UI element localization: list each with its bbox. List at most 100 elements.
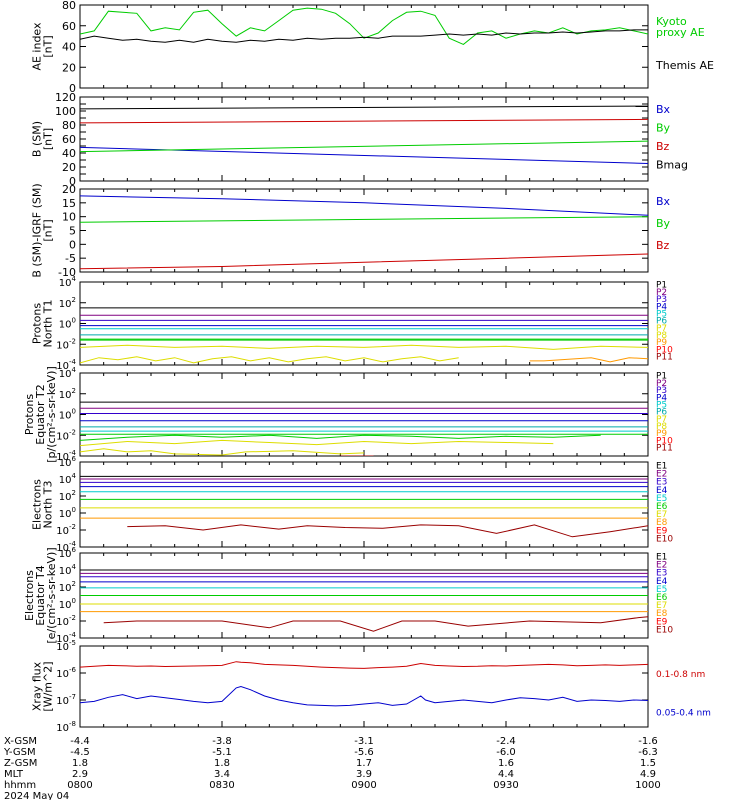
y-tick-label: 102 [59,580,76,594]
y-tick-label: 104 [59,275,77,289]
series-line-p10 [80,356,459,364]
legend-label: E2 [656,561,667,571]
ephemeris-value: 4.4 [498,769,514,780]
legend-label: E3 [656,478,667,488]
y-tick-label: 102 [59,296,76,310]
legend-label: E10 [656,625,673,635]
series-line-p8 [80,434,601,441]
ephemeris-value: -4.4 [70,736,90,747]
legend-label: E5 [656,585,667,595]
y-axis-label: [nT] [42,35,55,57]
y-tick-label: 10-2 [56,428,76,442]
y-tick-label: 106 [59,455,77,469]
ephemeris-value: 3.9 [356,769,372,780]
series-line-0-1-0-8-nm [80,661,648,669]
y-tick-label: 0 [69,175,76,188]
y-tick-label: 100 [59,597,76,611]
legend-label: P6 [656,317,667,327]
legend-label: Bz [656,239,670,252]
series-line-bz [80,253,648,270]
ephemeris-value: -6.0 [496,747,516,758]
y-tick-label: 60 [62,20,76,33]
legend-label: P3 [656,295,667,305]
y-tick-label: 0 [69,238,76,251]
ephemeris-value: -1.6 [638,736,658,747]
legend-label: P10 [656,436,673,446]
y-tick-label: 0 [69,82,76,95]
y-axis-label: Electrons [31,479,44,530]
y-tick-label: 20 [62,183,76,196]
y-axis-label: Protons [23,394,36,435]
panel-frame [79,188,649,273]
y-axis-label: [p/(cm²-s-sr-keV)] [45,366,58,463]
series-line-kyoto-proxy-ae [80,7,648,45]
y-tick-label: 10-8 [56,720,76,734]
legend-label: E5 [656,494,667,504]
y-tick-label: 102 [59,387,76,401]
legend-label: P1 [656,281,667,291]
y-tick-label: 104 [59,563,77,577]
y-tick-label: 40 [62,41,76,54]
legend-label: By [656,122,671,135]
legend-label: P7 [656,324,667,334]
y-axis-label: B (SM) [31,121,44,157]
series-line-e9 [103,616,648,632]
ephemeris-value: -4.5 [70,747,90,758]
legend-label: P1 [656,372,667,382]
y-tick-label: 10-2 [56,337,76,351]
legend-label: By [656,217,671,230]
y-tick-label: 106 [59,546,77,560]
legend-label: P4 [656,302,667,312]
legend-label: E8 [656,518,668,528]
y-tick-label: 20 [62,161,76,174]
legend-label: P5 [656,309,667,319]
ephemeris-value: 1.7 [356,758,372,769]
ephemeris-row-label: MLT [4,769,24,780]
legend-label: P11 [656,444,673,454]
y-tick-label: 100 [55,105,76,118]
panel-8: 10-8 10-7 10-6 10-5 Xray flux[W/m^2] 0.1-0.8 … [31,639,711,734]
legend-label: E8 [656,609,668,619]
series-line-themis-ae [80,29,648,43]
y-tick-label: 102 [59,489,76,503]
ephemeris-row-label: Y-GSM [3,747,36,758]
legend-label: P9 [656,338,667,348]
y-tick-label: -5 [65,252,76,265]
legend-label: Bx [656,103,671,116]
series-line-bmag [80,105,648,110]
series-line-p10 [80,448,365,456]
series-line-by [80,140,648,153]
y-axis-label: North T1 [42,300,55,348]
legend-label: E7 [656,601,667,611]
y-axis-label: Electrons [23,570,36,621]
ephemeris-value: 0930 [493,780,518,791]
ephemeris-table: X-GSM -4.4 -3.8 -3.1 -2.4 -1.6 Y-GSM -4.5 -5.1 -5… [3,736,661,800]
legend-label: P6 [656,408,667,418]
y-tick-label: 80 [62,0,76,12]
legend-label: P8 [656,331,667,341]
legend-label: 0.1-0.8 nm [656,670,705,680]
panel-frame [79,4,649,89]
legend-label: P3 [656,386,667,396]
y-tick-label: 40 [62,147,76,160]
y-axis-label: [W/m^2] [42,661,55,711]
ephemeris-value: -2.4 [496,736,516,747]
ephemeris-value: 1.8 [214,758,230,769]
ephemeris-value: -6.3 [638,747,658,758]
legend-label: P2 [656,379,667,389]
y-tick-label: 60 [62,133,76,146]
y-axis-label: North T3 [42,481,55,529]
legend-label: E10 [656,534,673,544]
y-axis-label: B (SM)-IGRF (SM) [31,183,44,277]
legend-label: Bmag [656,159,688,172]
legend-label: E9 [656,617,668,627]
ephemeris-value: 1.8 [72,758,88,769]
y-tick-label: 10-2 [56,614,76,628]
ephemeris-row-label: Z-GSM [4,758,37,769]
ephemeris-value: 3.4 [214,769,230,780]
y-tick-label: 10-6 [56,666,76,680]
ephemeris-value: 0830 [209,780,234,791]
